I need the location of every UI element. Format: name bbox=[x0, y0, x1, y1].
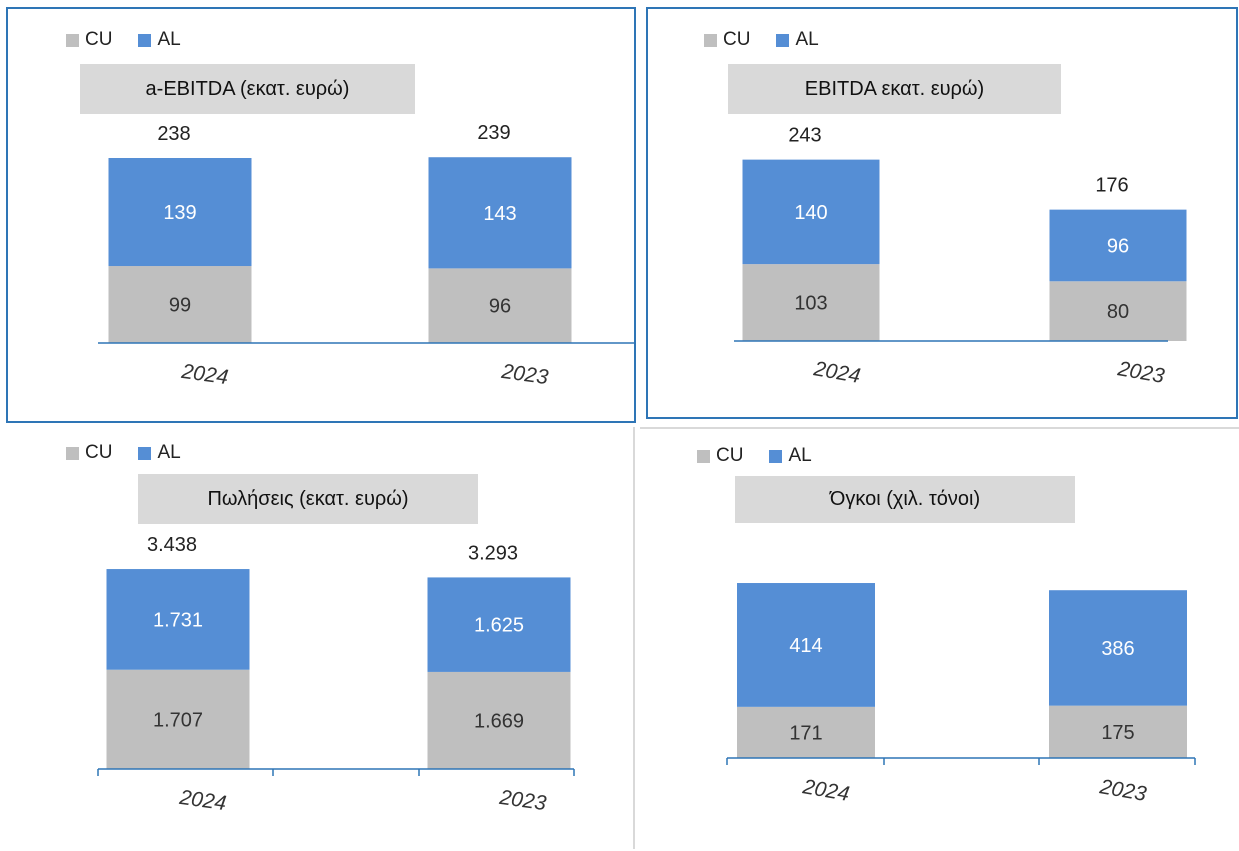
legend-swatch-cu bbox=[697, 449, 710, 463]
bar-cu-2023 bbox=[427, 671, 571, 769]
legend-swatch-cu bbox=[66, 33, 79, 47]
data-label-cu-2024: 1.707 bbox=[153, 709, 203, 731]
chart-panel-ebitda: CU AL EBITDA εκατ. ευρώ) 103 140 243 2024 80… bbox=[646, 7, 1238, 419]
data-label-cu-2024: 171 bbox=[789, 722, 822, 744]
legend-label-al: AL bbox=[795, 29, 819, 50]
chart-panel-sales: CU AL Πωλήσεις (εκατ. ευρώ) 1.707 1.731 3.… bbox=[8, 427, 635, 849]
legend-swatch-al bbox=[769, 449, 783, 463]
legend-label-al: AL bbox=[157, 442, 181, 463]
data-label-al-2023: 143 bbox=[483, 203, 516, 225]
data-label-cu-2023: 175 bbox=[1101, 722, 1134, 744]
chart-title: a-EBITDA (εκατ. ευρώ) bbox=[80, 64, 415, 114]
total-label-2023: 176 bbox=[1095, 175, 1128, 197]
legend: CU AL bbox=[66, 442, 207, 464]
chart-title: EBITDA εκατ. ευρώ) bbox=[728, 64, 1061, 114]
total-label-2023: 239 bbox=[477, 122, 510, 144]
x-tick-label-2023: 2023 bbox=[1115, 357, 1166, 388]
legend-label-al: AL bbox=[157, 29, 181, 50]
data-label-al-2024: 414 bbox=[789, 635, 822, 657]
chart-panel-volumes: CU AL Όγκοι (χιλ. τόνοι) 171 414 2024 175 38… bbox=[640, 427, 1239, 849]
chart-plot: 99 139 238 2024 96 143 239 2023 bbox=[98, 122, 634, 389]
bar-al-2023 bbox=[427, 577, 571, 672]
bar-cu-2023 bbox=[1049, 281, 1187, 341]
bar-cu-2024 bbox=[108, 266, 252, 343]
bar-al-2023 bbox=[428, 157, 572, 269]
legend-swatch-al bbox=[776, 33, 790, 47]
data-label-al-2024: 139 bbox=[163, 202, 196, 224]
x-tick-label-2024: 2024 bbox=[177, 786, 227, 815]
x-tick-label-2024: 2024 bbox=[800, 775, 851, 806]
legend-label-cu: CU bbox=[716, 445, 744, 466]
bar-al-2023 bbox=[1049, 209, 1187, 282]
legend-label-cu: CU bbox=[85, 29, 113, 50]
legend: CU AL bbox=[66, 29, 207, 51]
bar-al-2024 bbox=[108, 158, 252, 267]
bar-cu-2023 bbox=[428, 268, 572, 343]
data-label-cu-2024: 99 bbox=[169, 295, 191, 317]
data-label-al-2023: 96 bbox=[1107, 235, 1129, 257]
chart-plot: 103 140 243 2024 80 96 176 2023 bbox=[734, 125, 1187, 388]
legend-swatch-al bbox=[138, 33, 152, 47]
data-label-cu-2023: 96 bbox=[489, 296, 511, 318]
x-tick-label-2024: 2024 bbox=[179, 360, 229, 389]
legend: CU AL bbox=[697, 445, 838, 467]
bar-al-2024 bbox=[742, 159, 880, 265]
data-label-al-2023: 1.625 bbox=[474, 615, 524, 637]
data-label-cu-2024: 103 bbox=[794, 293, 827, 315]
total-label-2023: 3.293 bbox=[468, 542, 518, 564]
chart-title: Πωλήσεις (εκατ. ευρώ) bbox=[138, 474, 478, 524]
legend-swatch-cu bbox=[704, 33, 717, 47]
bar-cu-2024 bbox=[742, 264, 880, 341]
x-tick-label-2023: 2023 bbox=[499, 360, 550, 389]
x-tick-label-2023: 2023 bbox=[1097, 775, 1148, 806]
legend-swatch-al bbox=[138, 446, 152, 460]
data-label-al-2024: 1.731 bbox=[153, 609, 203, 631]
bar-al-2024 bbox=[106, 569, 250, 670]
chart-plot: 1.707 1.731 3.438 2024 1.669 1.625 3.293 2023 bbox=[97, 534, 575, 815]
chart-panel-a-ebitda: CU AL a-EBITDA (εκατ. ευρώ) 99 139 238 2024… bbox=[6, 7, 636, 423]
data-label-al-2023: 386 bbox=[1101, 638, 1134, 660]
chart-plot: 171 414 2024 175 386 2023 bbox=[726, 583, 1196, 806]
data-label-al-2024: 140 bbox=[794, 202, 827, 224]
bar-al-2023 bbox=[1049, 590, 1187, 706]
data-label-cu-2023: 80 bbox=[1107, 301, 1129, 323]
bar-cu-2024 bbox=[106, 669, 250, 769]
total-label-2024: 243 bbox=[788, 125, 821, 147]
legend-swatch-cu bbox=[66, 446, 79, 460]
legend-label-cu: CU bbox=[85, 442, 113, 463]
bar-cu-2023 bbox=[1049, 705, 1187, 758]
x-tick-label-2024: 2024 bbox=[811, 357, 862, 388]
legend: CU AL bbox=[704, 29, 845, 51]
bar-cu-2024 bbox=[737, 706, 875, 758]
legend-label-cu: CU bbox=[723, 29, 751, 50]
total-label-2024: 238 bbox=[157, 123, 190, 145]
total-label-2024: 3.438 bbox=[147, 534, 197, 556]
x-tick-label-2023: 2023 bbox=[497, 786, 548, 815]
chart-title: Όγκοι (χιλ. τόνοι) bbox=[735, 476, 1075, 523]
legend-label-al: AL bbox=[788, 445, 812, 466]
bar-al-2024 bbox=[737, 583, 875, 707]
data-label-cu-2023: 1.669 bbox=[474, 710, 524, 732]
